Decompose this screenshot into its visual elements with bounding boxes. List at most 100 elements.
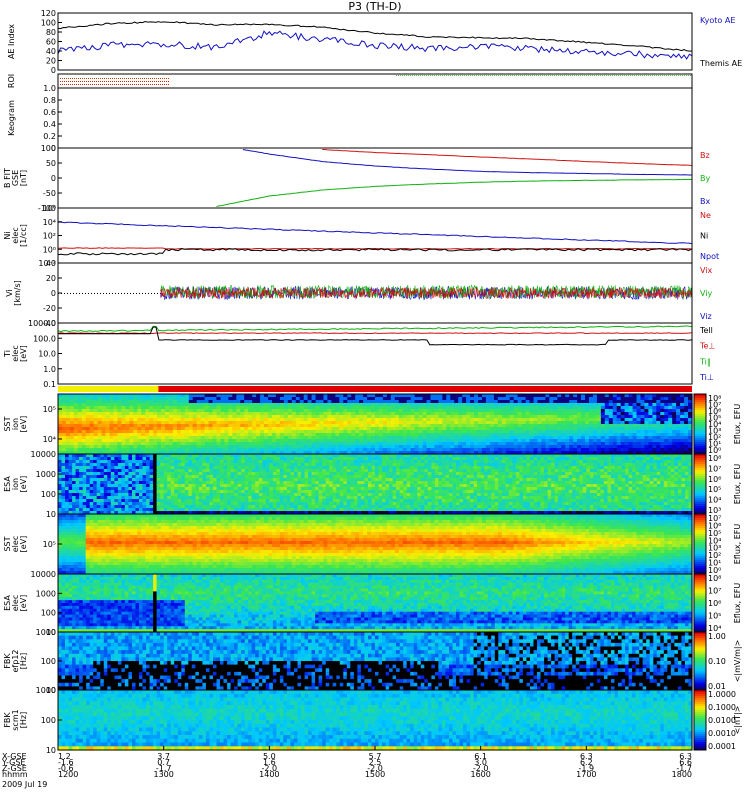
- series-themis-ae: [58, 22, 692, 52]
- spectrogram-layer: [58, 394, 693, 751]
- series-bx: [243, 150, 692, 175]
- ytick-bfield: 50: [46, 159, 56, 168]
- velocity-traces: [58, 285, 691, 299]
- ytick-sst_i: 10⁵: [43, 405, 56, 414]
- colorbar-fbk_e: [694, 632, 706, 691]
- ytick-density: 10²: [43, 232, 56, 241]
- panel-density: [58, 208, 692, 263]
- colorbar-tick-fbk_e: 0.10: [708, 657, 726, 666]
- esa-elec-spectrogram: [58, 574, 693, 633]
- ytick-sst_i: 10⁴: [43, 435, 56, 444]
- xtick-label-t: 1400: [259, 770, 279, 779]
- ytick-keogram: 0.6: [43, 108, 56, 117]
- colorbar-tick-esa_e: 10⁶: [708, 599, 721, 608]
- ytick-keogram: 0.4: [43, 120, 56, 129]
- legend-bfield: By: [700, 174, 710, 183]
- ytick-fbk_b: 100: [41, 716, 56, 725]
- colorbar-tick-fbk_b: 1.0000: [708, 690, 736, 699]
- xtick-label-t: 1700: [576, 770, 596, 779]
- date-label: 2009 Jul 19: [2, 780, 47, 789]
- ytick-fbk_b: 10: [46, 746, 56, 755]
- ytick-bfield: 0: [51, 174, 56, 183]
- colorbar-label-esa_i: Eflux, EFU: [733, 464, 742, 505]
- ytick-ae: 40: [46, 47, 56, 56]
- ytick-velocity: 20: [46, 274, 56, 283]
- legend-ae: Themis AE: [699, 59, 742, 68]
- ylabel-bfield: [nT]: [19, 170, 28, 186]
- series-tell: [58, 327, 692, 345]
- legend-ae: Kyoto AE: [700, 16, 735, 25]
- ylabel-temperature: [eV]: [19, 345, 28, 362]
- legend-density: Ne: [700, 211, 711, 220]
- mode-bar-fast: [158, 386, 692, 392]
- mode-bar-slow: [58, 386, 158, 392]
- legend-temperature: Tell: [699, 326, 713, 335]
- colorbar-tick-fbk_e: 1.00: [708, 632, 726, 641]
- legend-temperature: Ti‖: [699, 357, 711, 366]
- colorbar-tick-esa_i: 10⁶: [708, 475, 721, 484]
- colorbar-label-fbk_b: <|nT|>: [733, 706, 742, 735]
- ytick-temperature: 10.0: [38, 350, 56, 359]
- colorbar-label-fbk_e: <|mV/m|>: [733, 640, 742, 683]
- series-te: [58, 333, 692, 334]
- ylabel-ae: AE Index: [7, 24, 16, 59]
- colorbar-tick-esa_e: 10⁸: [708, 574, 721, 583]
- legend-density: Npot: [700, 252, 719, 261]
- colorbar-tick-fbk_b: 0.0100: [708, 716, 736, 725]
- series-bz: [322, 150, 692, 166]
- esa-ion-spectrogram: [58, 454, 693, 515]
- colorbar-tick-fbk_b: 0.0001: [708, 742, 736, 751]
- panel-bfield: [58, 148, 692, 208]
- ytick-fbk_b: 1000: [36, 686, 56, 695]
- legend-density: Ni: [700, 232, 708, 241]
- ytick-velocity: -20: [43, 304, 56, 313]
- ylabel-roi: ROI: [7, 74, 16, 88]
- ylabel-sst_i: [eV]: [19, 416, 28, 433]
- ylabel-velocity: [km/s]: [13, 280, 22, 306]
- ytick-temperature: 1.0: [43, 365, 56, 374]
- colorbar-esa_i: [694, 454, 706, 515]
- ytick-temperature: 1000.0: [28, 319, 56, 328]
- ytick-ae: 20: [46, 57, 56, 66]
- panel-keogram: [58, 88, 692, 148]
- ylabel-keogram: Keogram: [7, 100, 16, 136]
- ytick-ae: 0: [51, 66, 56, 75]
- panel-roi: [58, 74, 692, 88]
- ylabel-fbk_b: [Hz]: [19, 712, 28, 728]
- colorbar-tick-esa_i: 10⁷: [708, 464, 721, 473]
- ytick-fbk_e: 1000: [36, 628, 56, 637]
- ytick-bfield: -50: [43, 189, 56, 198]
- legend-velocity: Viz: [700, 312, 712, 321]
- ytick-density: 10⁴: [43, 218, 56, 227]
- series-by: [217, 179, 693, 206]
- colorbar-tick-fbk_b: 0.1000: [708, 703, 736, 712]
- ytick-keogram: 0.8: [43, 96, 56, 105]
- sst-ion-spectrogram: [58, 394, 693, 455]
- colorbar-label-sst_e: Eflux, EFU: [733, 524, 742, 565]
- colorbar-tick-fbk_b: 0.0010: [708, 729, 736, 738]
- ylabel-density: [1/cc]: [19, 224, 28, 247]
- series-ni: [58, 222, 692, 244]
- colorbar-tick-esa_i: 10⁸: [708, 454, 721, 463]
- xtick-label-t: 1600: [470, 770, 490, 779]
- xtick-label-t: 1800: [672, 770, 692, 779]
- colorbar-esa_e: [694, 574, 706, 633]
- ytick-esa_i: 100: [41, 490, 56, 499]
- colorbar-sst_e: [694, 514, 706, 575]
- xtick-label-t: 1300: [153, 770, 173, 779]
- colorbar-tick-esa_e: 10⁷: [708, 587, 721, 596]
- ytick-fbk_e: 100: [41, 657, 56, 666]
- ytick-ae: 120: [41, 9, 56, 18]
- ytick-esa_e: 10000: [31, 570, 56, 579]
- ytick-esa_i: 1000: [36, 470, 56, 479]
- roi-markers: [60, 75, 691, 85]
- ytick-velocity: 0: [51, 289, 56, 298]
- legend-temperature: Ti⊥: [699, 373, 714, 382]
- legend-velocity: Viy: [700, 289, 713, 298]
- ytick-sst_e: 10⁵: [43, 540, 56, 549]
- colorbar-label-esa_e: Eflux, EFU: [733, 583, 742, 624]
- sst-elec-spectrogram: [58, 514, 693, 575]
- xtick-label-t: 1200: [58, 770, 78, 779]
- ytick-keogram: 1.0: [43, 84, 56, 93]
